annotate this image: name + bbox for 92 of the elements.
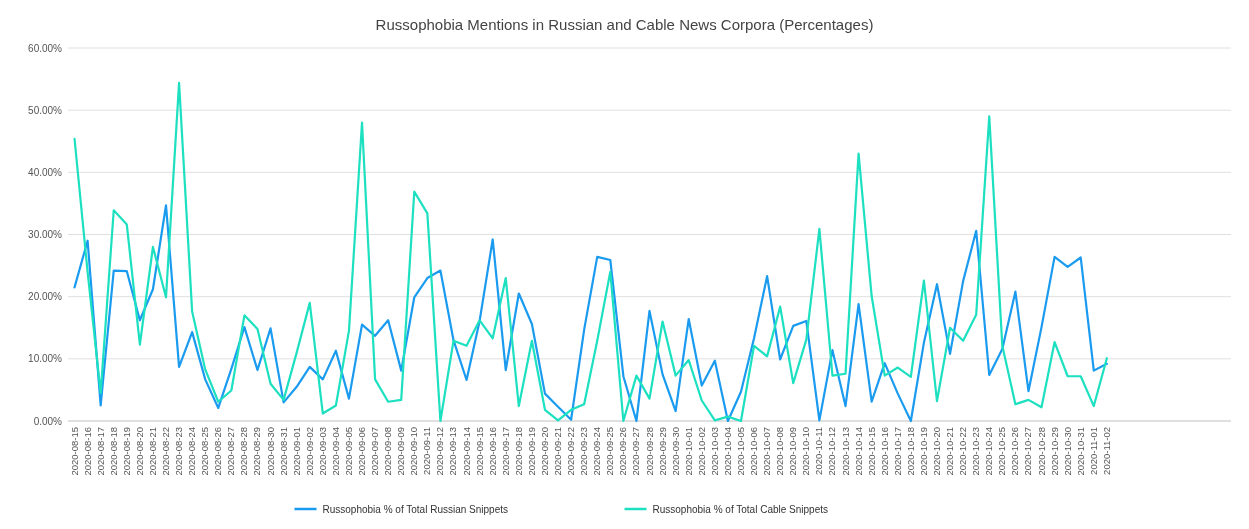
legend-label: Russophobia % of Total Russian Snippets: [322, 504, 508, 515]
x-tick-label: 2020-10-18: [904, 427, 916, 476]
y-tick-label: 50.00%: [28, 104, 63, 116]
x-tick-label: 2020-09-24: [591, 427, 603, 476]
x-tick-label: 2020-09-11: [421, 427, 433, 475]
x-tick-label: 2020-09-18: [512, 427, 524, 476]
x-tick-label: 2020-10-01: [682, 427, 694, 476]
x-tick-label: 2020-10-20: [930, 427, 942, 476]
x-tick-label: 2020-10-26: [1009, 427, 1021, 476]
x-tick-label: 2020-08-28: [238, 427, 250, 476]
x-tick-label: 2020-10-04: [721, 427, 733, 476]
x-tick-label: 2020-10-24: [983, 427, 995, 476]
x-tick-label: 2020-09-27: [630, 427, 642, 476]
x-tick-label: 2020-10-21: [944, 427, 956, 476]
x-tick-label: 2020-09-17: [499, 427, 511, 476]
x-tick-label: 2020-09-14: [460, 427, 472, 476]
x-tick-label: 2020-10-11: [813, 427, 825, 475]
x-tick-label: 2020-08-25: [199, 427, 211, 476]
x-tick-label: 2020-10-29: [1048, 427, 1060, 476]
x-tick-label: 2020-09-22: [565, 427, 577, 476]
x-tick-label: 2020-10-17: [891, 427, 903, 476]
x-tick-label: 2020-10-15: [865, 427, 877, 476]
x-tick-label: 2020-08-18: [107, 427, 119, 476]
x-tick-label: 2020-10-10: [800, 427, 812, 476]
x-tick-label: 2020-10-14: [852, 427, 864, 476]
x-tick-label: 2020-09-16: [486, 427, 498, 476]
x-tick-label: 2020-08-16: [81, 427, 93, 476]
x-tick-label: 2020-09-29: [656, 427, 668, 476]
x-tick-label: 2020-09-20: [538, 427, 550, 476]
x-tick-label: 2020-09-10: [408, 427, 420, 476]
x-tick-label: 2020-08-20: [133, 427, 145, 476]
x-tick-label: 2020-08-24: [186, 427, 198, 476]
x-tick-label: 2020-08-29: [251, 427, 263, 476]
chart-title: Russophobia Mentions in Russian and Cable News Corpora (Percentages): [375, 16, 874, 33]
x-tick-label: 2020-10-16: [878, 427, 890, 476]
x-tick-label: 2020-09-23: [578, 427, 590, 476]
x-tick-label: 2020-10-31: [1074, 427, 1086, 476]
x-tick-label: 2020-08-30: [264, 427, 276, 476]
y-tick-label: 10.00%: [28, 353, 63, 365]
x-tick-label: 2020-08-19: [120, 427, 132, 476]
x-tick-label: 2020-09-30: [669, 427, 681, 476]
x-tick-label: 2020-10-08: [774, 427, 786, 476]
y-tick-label: 60.00%: [28, 42, 63, 54]
x-tick-label: 2020-09-08: [382, 427, 394, 476]
x-tick-label: 2020-10-23: [970, 427, 982, 476]
x-tick-label: 2020-10-28: [1035, 427, 1047, 476]
x-tick-label: 2020-11-01: [1087, 427, 1099, 475]
x-tick-label: 2020-10-27: [1022, 427, 1034, 476]
x-tick-label: 2020-10-02: [695, 427, 707, 476]
x-tick-label: 2020-09-25: [604, 427, 616, 476]
line-series: [73, 81, 1108, 423]
x-tick-label: 2020-09-06: [356, 427, 368, 476]
x-tick-label: 2020-09-15: [473, 427, 485, 476]
y-tick-label: 40.00%: [28, 166, 63, 178]
x-tick-label: 2020-09-02: [303, 427, 315, 476]
x-tick-label: 2020-10-06: [748, 427, 760, 476]
x-tick-label: 2020-10-13: [839, 427, 851, 476]
x-tick-label: 2020-10-12: [826, 427, 838, 476]
x-tick-label: 2020-10-03: [708, 427, 720, 476]
x-tick-label: 2020-09-07: [369, 427, 381, 476]
y-tick-label: 20.00%: [28, 291, 63, 303]
x-tick-label: 2020-09-01: [290, 427, 302, 476]
y-tick-label: 0.00%: [33, 415, 63, 427]
x-tick-label: 2020-09-12: [434, 427, 446, 476]
x-tick-label: 2020-09-09: [395, 427, 407, 476]
x-tick-label: 2020-09-04: [329, 427, 341, 476]
x-tick-label: 2020-10-09: [787, 427, 799, 476]
x-tick-label: 2020-09-28: [643, 427, 655, 476]
x-tick-label: 2020-09-21: [552, 427, 564, 476]
legend-label: Russophobia % of Total Cable Snippets: [652, 504, 828, 515]
x-tick-label: 2020-09-19: [525, 427, 537, 476]
x-tick-label: 2020-08-21: [146, 427, 158, 476]
line-series: [73, 204, 1108, 423]
x-tick-label: 2020-08-23: [173, 427, 185, 476]
x-tick-label: 2020-08-17: [94, 427, 106, 476]
x-tick-label: 2020-10-30: [1061, 427, 1073, 476]
x-tick-label: 2020-08-26: [212, 427, 224, 476]
x-tick-label: 2020-10-25: [996, 427, 1008, 476]
x-tick-label: 2020-10-07: [761, 427, 773, 476]
x-tick-label: 2020-11-02: [1100, 427, 1112, 475]
x-tick-label: 2020-08-27: [225, 427, 237, 476]
x-tick-label: 2020-09-05: [342, 427, 354, 476]
x-tick-label: 2020-09-03: [316, 427, 328, 476]
x-tick-label: 2020-09-26: [617, 427, 629, 476]
x-tick-label: 2020-08-15: [68, 427, 80, 476]
x-tick-label: 2020-08-31: [277, 427, 289, 476]
x-tick-label: 2020-08-22: [160, 427, 172, 476]
x-tick-label: 2020-10-05: [734, 427, 746, 476]
x-tick-label: 2020-10-19: [917, 427, 929, 476]
x-tick-label: 2020-09-13: [447, 427, 459, 476]
x-tick-label: 2020-10-22: [957, 427, 969, 476]
y-tick-label: 30.00%: [28, 229, 63, 240]
